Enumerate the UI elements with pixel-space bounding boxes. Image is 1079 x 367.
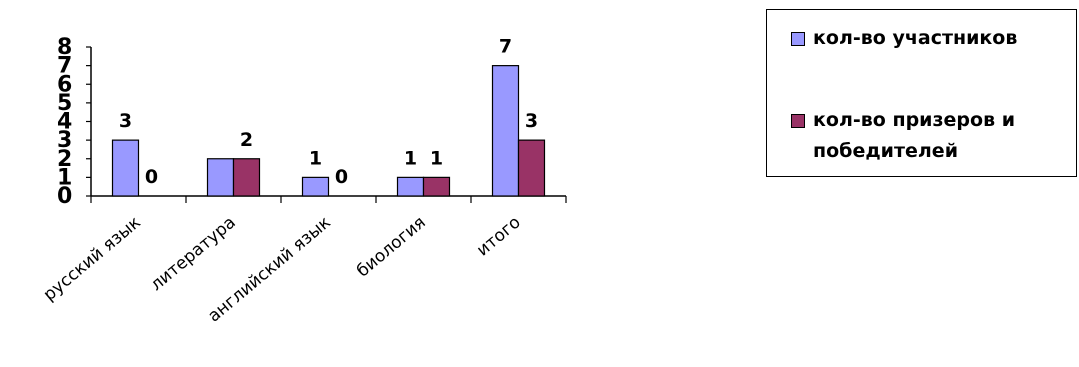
x-category-label: русский язык	[40, 213, 145, 306]
y-tick-label: 2	[57, 147, 72, 172]
data-label-winners: 0	[335, 166, 348, 188]
y-tick-label: 6	[57, 72, 72, 97]
data-label-participants: 1	[309, 147, 322, 169]
bar-participants	[206, 158, 235, 197]
bar-winners	[517, 139, 546, 197]
data-label-winners: 2	[240, 129, 253, 151]
x-category-label: итого	[473, 213, 525, 261]
bars	[111, 65, 546, 197]
legend-swatch-winners	[791, 114, 805, 128]
y-tick-label: 4	[57, 110, 72, 135]
x-category-label: литература	[147, 213, 240, 296]
legend-swatch-participants	[791, 32, 805, 46]
y-tick-label: 8	[57, 35, 72, 60]
legend: кол-во участников кол-во призеров и побе…	[766, 9, 1077, 177]
bar-participants	[301, 176, 330, 197]
y-tick-label: 3	[57, 128, 72, 153]
bar-winners	[232, 158, 261, 197]
bar-participants	[396, 176, 425, 197]
x-axis	[90, 195, 567, 203]
y-tick-label: 5	[57, 91, 72, 116]
legend-label-participants: кол-во участников	[813, 27, 1018, 49]
bar-winners	[422, 176, 451, 197]
legend-item-participants: кол-во участников	[791, 23, 1073, 54]
y-tick-label: 7	[57, 54, 72, 79]
data-label-winners: 3	[525, 110, 538, 132]
data-label-participants: 7	[499, 36, 512, 58]
bar-participants	[111, 139, 140, 197]
data-label-winners: 0	[145, 166, 158, 188]
y-tick-label: 1	[57, 165, 72, 190]
legend-label-winners: кол-во призеров и победителей	[813, 109, 1016, 162]
legend-item-winners: кол-во призеров и победителей	[791, 105, 1073, 167]
data-label-participants: 3	[119, 110, 132, 132]
y-tick-label: 0	[57, 184, 72, 209]
x-category-label: биология	[353, 213, 430, 282]
data-label-winners: 1	[430, 147, 443, 169]
bar-participants	[491, 65, 520, 197]
data-label-participants: 1	[404, 147, 417, 169]
